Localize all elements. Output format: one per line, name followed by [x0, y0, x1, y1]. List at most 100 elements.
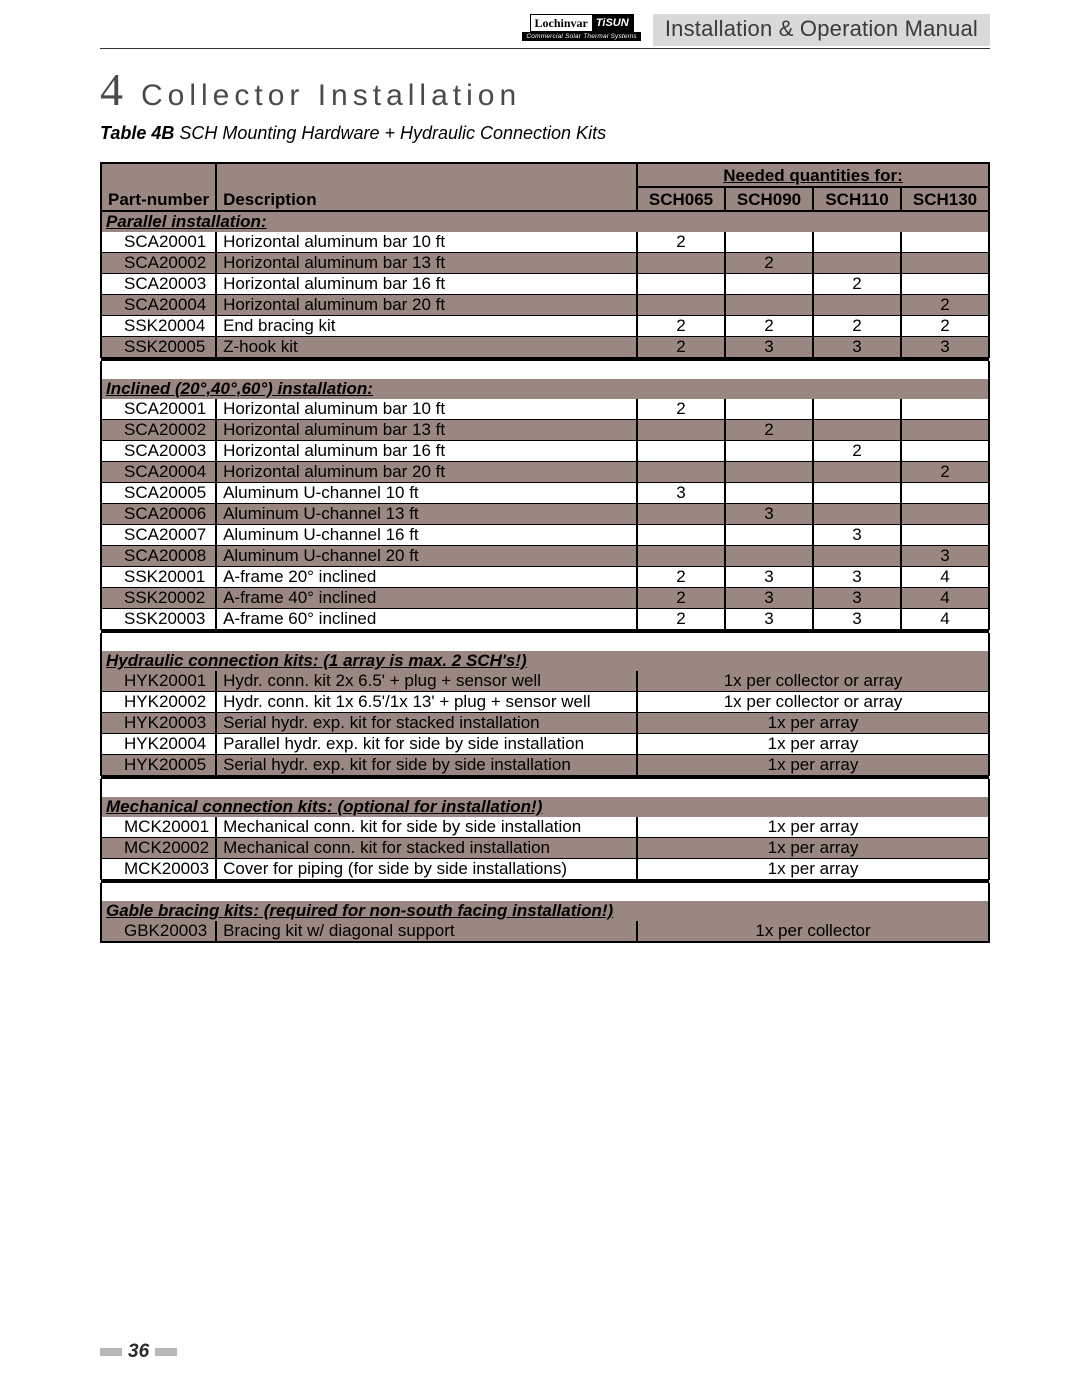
cell-description: Horizontal aluminum bar 13 ft — [216, 253, 637, 274]
table-row: SSK20002A-frame 40° inclined2334 — [101, 588, 989, 609]
parts-table: Part-number Description Needed quantitie… — [100, 162, 990, 943]
cell-part-number: MCK20001 — [101, 817, 216, 838]
table-section-label: Hydraulic connection kits: (1 array is m… — [101, 651, 989, 671]
cell-part-number: HYK20003 — [101, 713, 216, 734]
cell-quantity: 3 — [725, 609, 813, 630]
logo-subtitle: Commercial Solar Thermal Systems — [522, 32, 640, 41]
header-rule — [100, 48, 990, 49]
table-row: HYK20004Parallel hydr. exp. kit for side… — [101, 734, 989, 755]
cell-quantity: 3 — [813, 567, 901, 588]
cell-description: Mechanical conn. kit for side by side in… — [216, 817, 637, 838]
cell-part-number: SCA20003 — [101, 441, 216, 462]
table-group-gap — [101, 361, 989, 379]
table-row: SCA20004Horizontal aluminum bar 20 ft2 — [101, 462, 989, 483]
cell-description: Horizontal aluminum bar 20 ft — [216, 295, 637, 316]
table-group-gap — [101, 633, 989, 651]
cell-description: A-frame 40° inclined — [216, 588, 637, 609]
cell-description: Hydr. conn. kit 2x 6.5' + plug + sensor … — [216, 671, 637, 692]
col-description: Description — [216, 163, 637, 211]
cell-quantity — [725, 441, 813, 462]
table-row: SSK20001A-frame 20° inclined2334 — [101, 567, 989, 588]
cell-description: Z-hook kit — [216, 337, 637, 358]
cell-quantity — [725, 546, 813, 567]
cell-part-number: SCA20006 — [101, 504, 216, 525]
cell-quantity-note: 1x per array — [637, 755, 989, 776]
table-section-row: Gable bracing kits: (required for non-so… — [101, 901, 989, 921]
table-row: MCK20001Mechanical conn. kit for side by… — [101, 817, 989, 838]
cell-quantity: 2 — [637, 399, 725, 420]
cell-part-number: SCA20002 — [101, 253, 216, 274]
cell-description: Horizontal aluminum bar 10 ft — [216, 399, 637, 420]
table-section-label: Mechanical connection kits: (optional fo… — [101, 797, 989, 817]
cell-quantity: 2 — [637, 567, 725, 588]
table-row: HYK20005Serial hydr. exp. kit for side b… — [101, 755, 989, 776]
table-row: SCA20007Aluminum U-channel 16 ft3 — [101, 525, 989, 546]
cell-description: Aluminum U-channel 13 ft — [216, 504, 637, 525]
table-section-label: Inclined (20°,40°,60°) installation: — [101, 379, 989, 399]
table-group-gap — [101, 883, 989, 901]
footer-bar-left — [100, 1348, 122, 1356]
cell-quantity: 2 — [813, 441, 901, 462]
cell-quantity: 2 — [637, 609, 725, 630]
cell-quantity — [813, 253, 901, 274]
col-sch110: SCH110 — [813, 187, 901, 211]
cell-quantity — [637, 274, 725, 295]
cell-description: Horizontal aluminum bar 16 ft — [216, 274, 637, 295]
cell-quantity-note: 1x per array — [637, 734, 989, 755]
cell-quantity: 2 — [725, 420, 813, 441]
table-row: SCA20001Horizontal aluminum bar 10 ft2 — [101, 232, 989, 253]
table-row: HYK20001Hydr. conn. kit 2x 6.5' + plug +… — [101, 671, 989, 692]
col-sch090: SCH090 — [725, 187, 813, 211]
cell-part-number: MCK20003 — [101, 859, 216, 880]
cell-part-number: SCA20008 — [101, 546, 216, 567]
cell-quantity — [813, 504, 901, 525]
cell-quantity: 3 — [725, 504, 813, 525]
cell-part-number: SCA20004 — [101, 462, 216, 483]
cell-quantity — [901, 483, 989, 504]
table-section-row: Parallel installation: — [101, 211, 989, 232]
cell-quantity — [637, 441, 725, 462]
cell-quantity — [901, 232, 989, 253]
cell-quantity — [813, 546, 901, 567]
table-section-row: Mechanical connection kits: (optional fo… — [101, 797, 989, 817]
cell-quantity — [725, 399, 813, 420]
cell-quantity: 2 — [901, 316, 989, 337]
cell-quantity — [725, 462, 813, 483]
table-group-gap — [101, 779, 989, 797]
cell-description: Aluminum U-channel 16 ft — [216, 525, 637, 546]
cell-part-number: HYK20004 — [101, 734, 216, 755]
cell-part-number: GBK20003 — [101, 921, 216, 942]
cell-description: Horizontal aluminum bar 20 ft — [216, 462, 637, 483]
cell-quantity: 3 — [813, 609, 901, 630]
page-header: Lochinvar TiSUN Commercial Solar Thermal… — [100, 0, 990, 48]
table-row: SCA20003Horizontal aluminum bar 16 ft2 — [101, 441, 989, 462]
col-sch065: SCH065 — [637, 187, 725, 211]
cell-description: Hydr. conn. kit 1x 6.5'/1x 13' + plug + … — [216, 692, 637, 713]
cell-quantity — [725, 274, 813, 295]
cell-quantity-note: 1x per array — [637, 838, 989, 859]
cell-description: Aluminum U-channel 10 ft — [216, 483, 637, 504]
col-part-number: Part-number — [101, 163, 216, 211]
cell-quantity: 2 — [637, 316, 725, 337]
cell-quantity — [813, 483, 901, 504]
cell-part-number: SCA20001 — [101, 232, 216, 253]
cell-quantity — [901, 420, 989, 441]
cell-description: End bracing kit — [216, 316, 637, 337]
footer-bar-right — [155, 1348, 177, 1356]
page-number: 36 — [128, 1341, 149, 1363]
col-sch130: SCH130 — [901, 187, 989, 211]
cell-quantity-note: 1x per collector — [637, 921, 989, 942]
table-section-label: Gable bracing kits: (required for non-so… — [101, 901, 989, 921]
cell-quantity — [725, 295, 813, 316]
cell-description: Cover for piping (for side by side insta… — [216, 859, 637, 880]
cell-quantity: 3 — [725, 588, 813, 609]
cell-part-number: HYK20002 — [101, 692, 216, 713]
cell-part-number: SCA20002 — [101, 420, 216, 441]
cell-quantity — [637, 525, 725, 546]
cell-quantity: 4 — [901, 609, 989, 630]
cell-quantity — [637, 546, 725, 567]
cell-quantity: 2 — [725, 316, 813, 337]
cell-quantity: 4 — [901, 567, 989, 588]
cell-part-number: SCA20004 — [101, 295, 216, 316]
cell-description: A-frame 20° inclined — [216, 567, 637, 588]
